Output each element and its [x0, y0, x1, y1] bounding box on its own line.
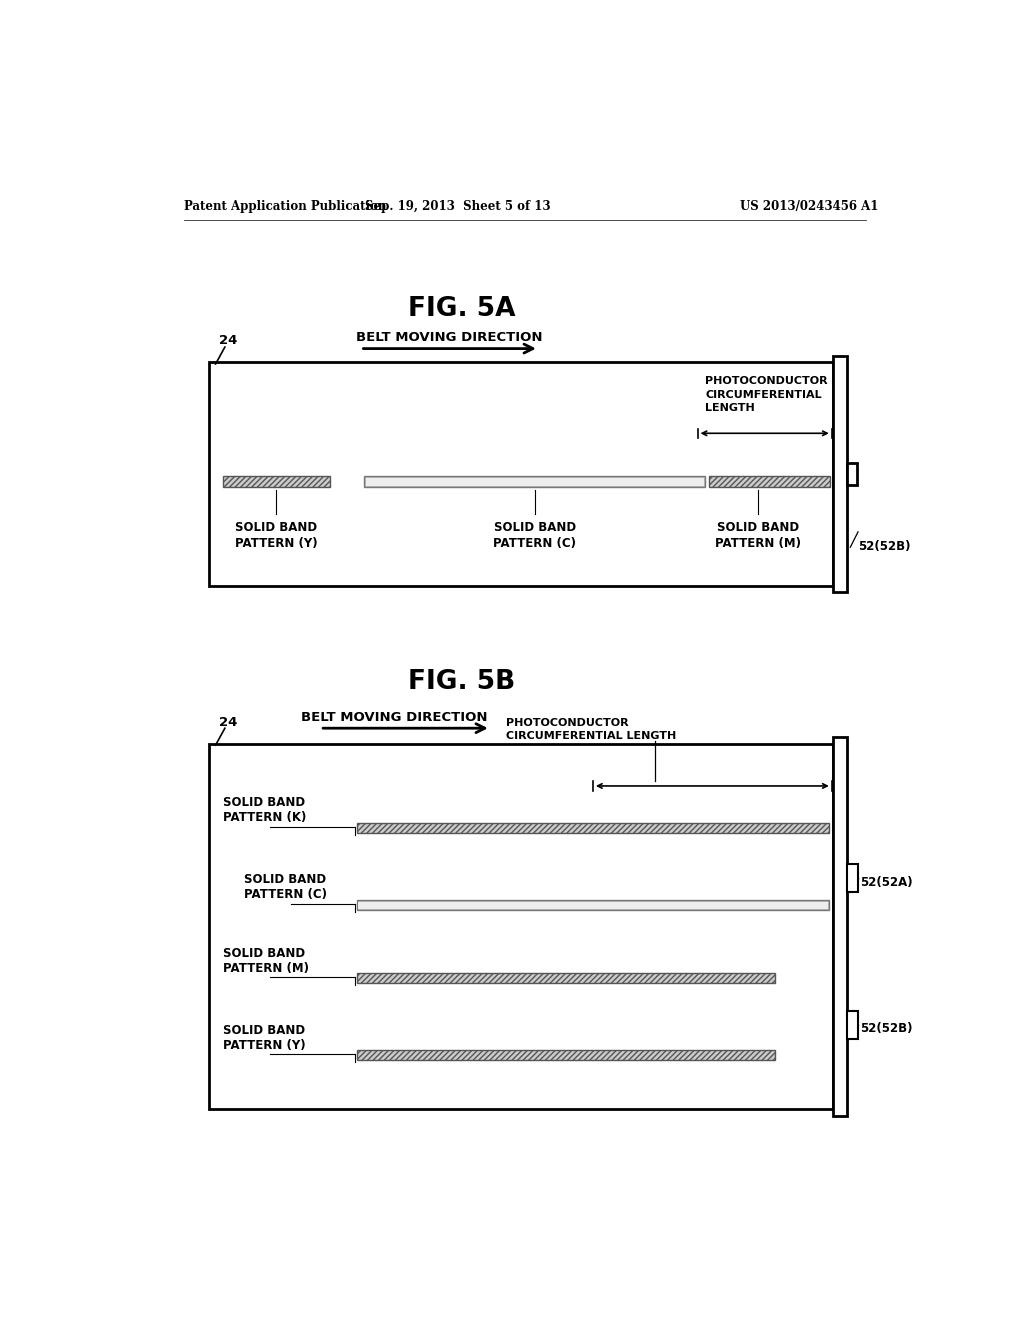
- Text: Patent Application Publication: Patent Application Publication: [183, 199, 386, 213]
- Text: Sep. 19, 2013  Sheet 5 of 13: Sep. 19, 2013 Sheet 5 of 13: [365, 199, 550, 213]
- Bar: [710, 477, 830, 487]
- Text: 52(52B): 52(52B): [859, 1022, 912, 1035]
- Bar: [847, 1011, 858, 1039]
- Bar: [356, 900, 829, 911]
- Text: SOLID BAND
PATTERN (C): SOLID BAND PATTERN (C): [494, 521, 577, 550]
- Text: 52(52A): 52(52A): [859, 875, 912, 888]
- Text: SOLID BAND
PATTERN (Y): SOLID BAND PATTERN (Y): [236, 521, 317, 550]
- Bar: [358, 902, 827, 908]
- Bar: [834, 356, 847, 591]
- Text: SOLID BAND
PATTERN (K): SOLID BAND PATTERN (K): [223, 796, 307, 824]
- Bar: [209, 363, 834, 586]
- Text: BELT MOVING DIRECTION: BELT MOVING DIRECTION: [301, 711, 487, 723]
- Bar: [209, 743, 834, 1109]
- Text: US 2013/0243456 A1: US 2013/0243456 A1: [740, 199, 879, 213]
- Text: PHOTOCONDUCTOR
CIRCUMFERENTIAL LENGTH: PHOTOCONDUCTOR CIRCUMFERENTIAL LENGTH: [506, 718, 677, 742]
- Text: BELT MOVING DIRECTION: BELT MOVING DIRECTION: [356, 331, 543, 345]
- Bar: [356, 824, 829, 833]
- Bar: [356, 973, 775, 983]
- Bar: [365, 477, 706, 487]
- Text: PHOTOCONDUCTOR
CIRCUMFERENTIAL
LENGTH: PHOTOCONDUCTOR CIRCUMFERENTIAL LENGTH: [706, 376, 828, 413]
- Text: FIG. 5B: FIG. 5B: [408, 669, 515, 696]
- Bar: [366, 478, 703, 486]
- Bar: [834, 738, 847, 1115]
- Text: 24: 24: [219, 715, 237, 729]
- Text: SOLID BAND
PATTERN (M): SOLID BAND PATTERN (M): [223, 948, 309, 975]
- Bar: [847, 463, 856, 484]
- Bar: [356, 1051, 775, 1060]
- Bar: [223, 477, 330, 487]
- Text: SOLID BAND
PATTERN (Y): SOLID BAND PATTERN (Y): [223, 1024, 306, 1052]
- Text: FIG. 5A: FIG. 5A: [408, 296, 515, 322]
- Text: 52(52B): 52(52B): [858, 540, 910, 553]
- Bar: [847, 865, 858, 892]
- Text: SOLID BAND
PATTERN (C): SOLID BAND PATTERN (C): [245, 873, 328, 900]
- Text: SOLID BAND
PATTERN (M): SOLID BAND PATTERN (M): [715, 521, 801, 550]
- Text: 24: 24: [219, 334, 237, 347]
